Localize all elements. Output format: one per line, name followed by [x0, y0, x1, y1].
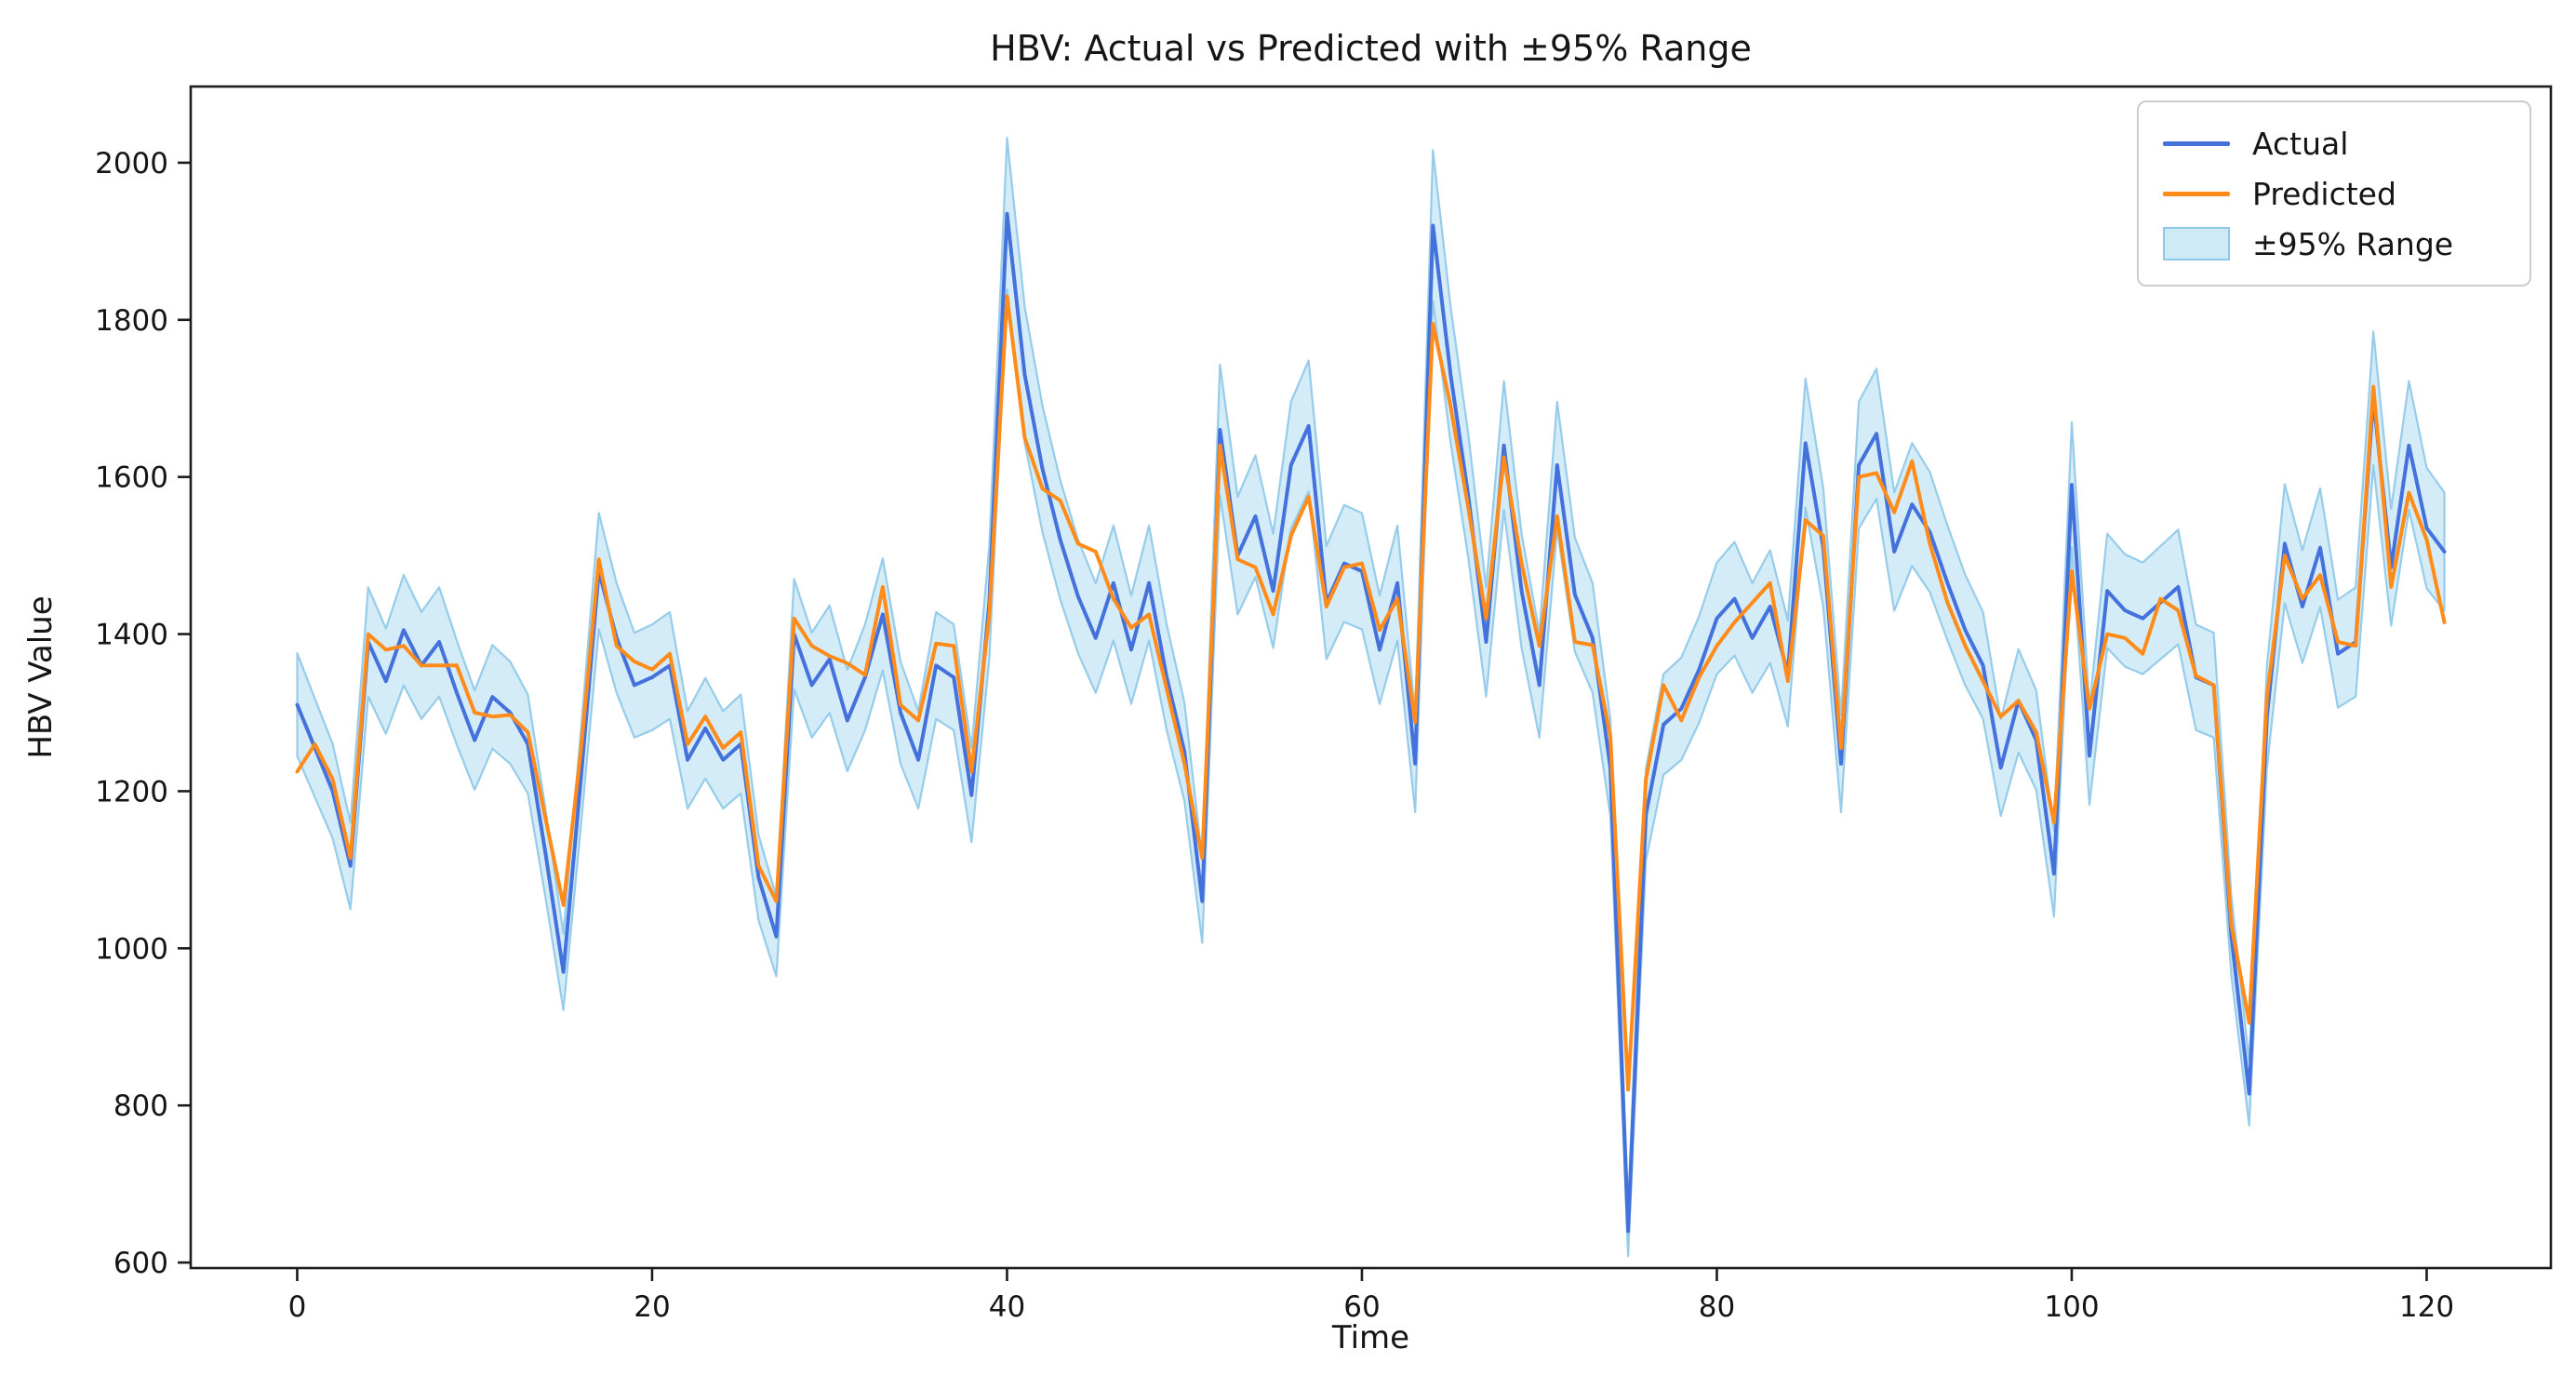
x-tick-label: 80	[1699, 1290, 1735, 1324]
legend-label-predicted: Predicted	[2252, 175, 2396, 212]
legend-label-actual: Actual	[2252, 125, 2349, 162]
y-tick-label: 1200	[95, 775, 168, 808]
chart-title: HBV: Actual vs Predicted with ±95% Range	[990, 28, 1752, 69]
x-tick-label: 40	[989, 1290, 1025, 1324]
actual-line	[295, 211, 2447, 1234]
y-tick-label: 1400	[95, 619, 168, 652]
x-axis-label: Time	[1331, 1319, 1410, 1356]
predicted-line	[295, 294, 2447, 1092]
x-tick-label: 100	[2044, 1290, 2099, 1324]
plot-area-border	[189, 85, 2553, 1270]
legend-label-range: ±95% Range	[2252, 225, 2454, 262]
y-tick-label: 1000	[95, 932, 168, 966]
legend: Actual Predicted ±95% Range	[2137, 100, 2531, 287]
x-tick-label: 120	[2399, 1290, 2454, 1324]
y-tick-label: 2000	[95, 147, 168, 180]
y-tick-label: 600	[113, 1247, 168, 1280]
y-tick-label: 1600	[95, 461, 168, 495]
y-tick-label: 800	[113, 1089, 168, 1123]
legend-item-range: ±95% Range	[2163, 221, 2505, 266]
x-tick-label: 20	[634, 1290, 670, 1324]
y-tick-label: 1800	[95, 304, 168, 338]
confidence-band	[296, 137, 2446, 1258]
predicted-line-swatch	[2163, 191, 2230, 196]
actual-line-swatch	[2163, 140, 2230, 146]
range-band-swatch	[2163, 227, 2230, 260]
x-tick-label: 60	[1343, 1290, 1380, 1324]
legend-item-predicted: Predicted	[2163, 171, 2505, 216]
y-axis-label: HBV Value	[22, 595, 60, 759]
x-tick-label: 0	[288, 1290, 307, 1324]
legend-item-actual: Actual	[2163, 121, 2505, 166]
